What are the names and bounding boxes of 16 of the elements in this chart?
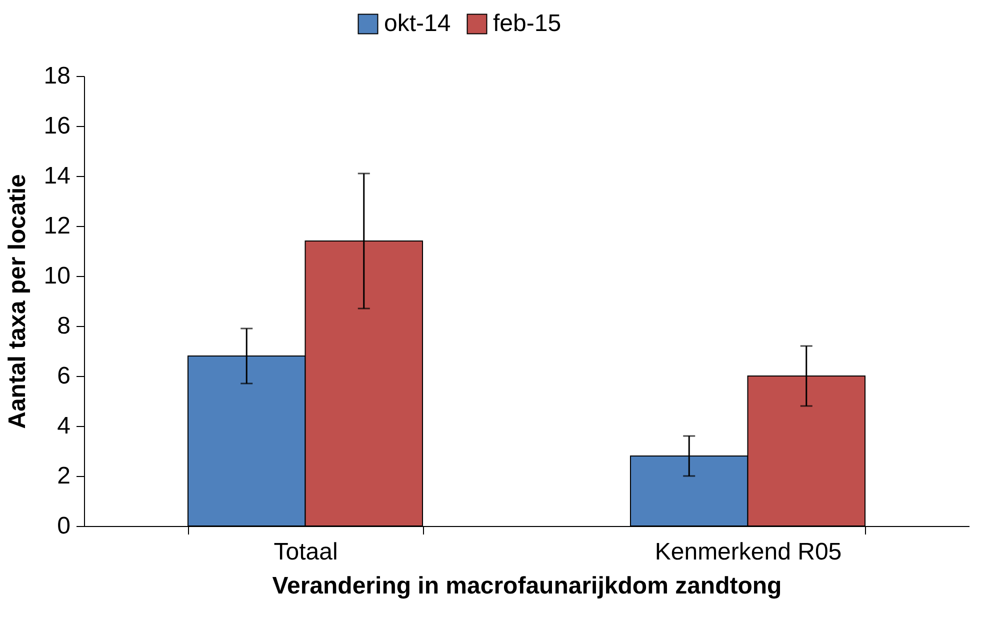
x-tick-label: Kenmerkend R05 <box>654 538 842 566</box>
y-tick-label: 4 <box>57 412 70 440</box>
y-tick-label: 8 <box>57 312 70 340</box>
y-tick-label: 16 <box>44 112 70 140</box>
y-tick-label: 18 <box>44 62 70 90</box>
y-axis-title: Aantal taxa per locatie <box>4 174 31 429</box>
y-tick-label: 10 <box>44 262 70 290</box>
legend-label: okt-14 <box>384 10 451 37</box>
y-tick-label: 2 <box>57 462 70 490</box>
y-tick-label: 0 <box>57 512 70 540</box>
y-tick-label: 14 <box>44 162 70 190</box>
x-tick-label: Totaal <box>274 538 338 566</box>
x-axis-title: Verandering in macrofaunarijkdom zandtong <box>272 572 782 600</box>
y-tick-label: 12 <box>44 212 70 240</box>
legend-label: feb-15 <box>493 10 562 37</box>
y-tick-label: 6 <box>57 362 70 390</box>
